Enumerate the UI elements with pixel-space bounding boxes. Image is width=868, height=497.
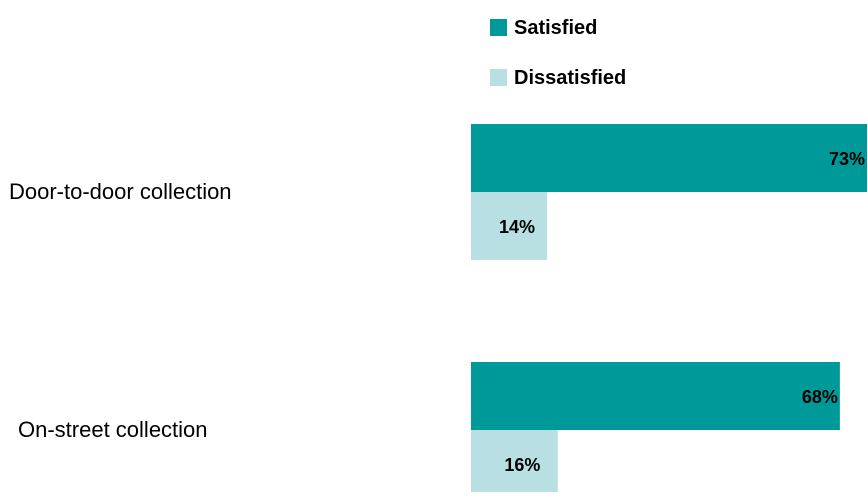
bar-dissatisfied [471,430,558,497]
data-label: 73% [829,149,865,169]
legend-label-satisfied: Satisfied [514,17,597,39]
data-label: 68% [802,387,838,407]
legend-swatch-dissatisfied [490,69,507,86]
data-label: 16% [504,455,540,475]
legend-swatch-satisfied [490,19,507,36]
data-label: 14% [499,217,535,237]
legend-label-dissatisfied: Dissatisfied [514,67,626,89]
category-label: Door-to-door collection [9,179,232,204]
bar-satisfied [471,124,867,192]
bar-dissatisfied [471,192,547,260]
bar-satisfied [471,362,840,430]
category-label: On-street collection [18,417,208,442]
